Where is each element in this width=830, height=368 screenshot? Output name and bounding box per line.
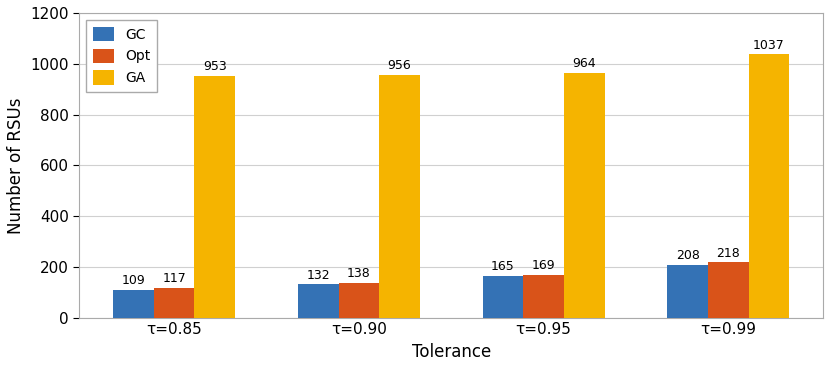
Text: 169: 169 [532,259,555,272]
Text: 953: 953 [203,60,227,73]
Bar [667,265,708,318]
Bar [708,262,749,318]
Bar [339,283,379,318]
Text: 218: 218 [716,247,740,260]
Text: 1037: 1037 [753,39,785,52]
Text: 165: 165 [491,260,515,273]
X-axis label: Tolerance: Tolerance [412,343,491,361]
Text: 138: 138 [347,267,371,280]
Text: 117: 117 [163,272,186,286]
Bar [749,54,789,318]
Bar [298,284,339,318]
Bar [113,290,154,318]
Bar [194,76,235,318]
Text: 956: 956 [388,59,412,72]
Text: 964: 964 [573,57,596,70]
Bar [379,75,420,318]
Bar [154,288,194,318]
Y-axis label: Number of RSUs: Number of RSUs [7,97,25,234]
Legend: GC, Opt, GA: GC, Opt, GA [86,20,158,92]
Bar [482,276,523,318]
Bar [523,275,564,318]
Text: 109: 109 [122,275,145,287]
Text: 208: 208 [676,249,700,262]
Text: 132: 132 [306,269,330,282]
Bar [564,73,604,318]
